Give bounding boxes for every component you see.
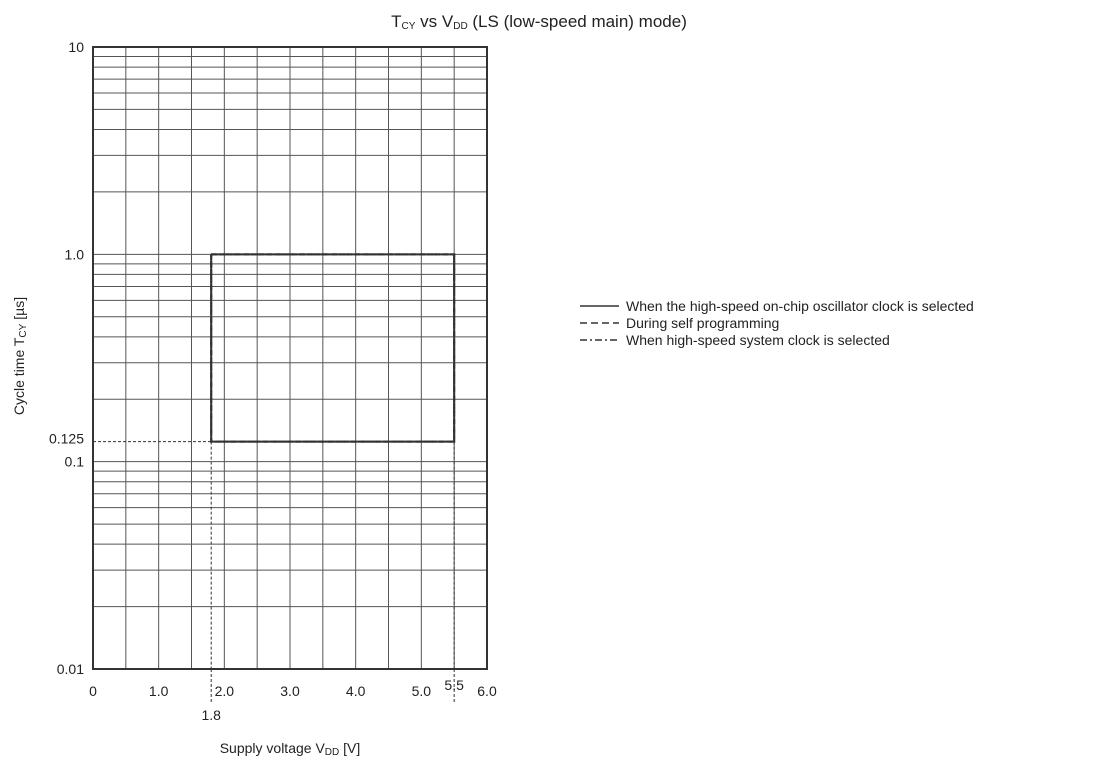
legend: When the high-speed on-chip oscillator c… xyxy=(580,298,974,348)
series-line-1 xyxy=(210,253,456,443)
series-line-2 xyxy=(210,253,456,443)
x-tick-label: 6.0 xyxy=(477,683,497,699)
x-tick-label: 5.0 xyxy=(412,683,432,699)
x-tick-label: 4.0 xyxy=(346,683,366,699)
x-tick-label: 3.0 xyxy=(280,683,300,699)
y-tick-label: 0.1 xyxy=(65,454,85,470)
y-tick-label: 10 xyxy=(68,39,84,55)
y-axis-title: Cycle time TCY [µs] xyxy=(11,297,29,415)
guide-lines xyxy=(93,441,455,702)
x-axis-title: Supply voltage VDD [V] xyxy=(220,740,361,758)
chart-title: TCY vs VDD (LS (low-speed main) mode) xyxy=(391,12,687,32)
x-tick-label: 0 xyxy=(89,683,97,699)
legend-label-3: When high-speed system clock is selected xyxy=(626,332,890,348)
y-tick-label: 0.01 xyxy=(57,661,84,677)
grid xyxy=(93,47,487,670)
tick-labels: 0 1.0 2.0 3.0 4.0 5.0 6.0 1.8 5.5 0.01 0.1 1.0 10 0.1… xyxy=(49,39,497,723)
x-tick-label: 2.0 xyxy=(215,683,235,699)
x-tick-label: 1.0 xyxy=(149,683,169,699)
series-group xyxy=(210,253,456,443)
series-line-3 xyxy=(210,253,456,443)
legend-label-2: During self programming xyxy=(626,315,779,331)
x-extra-tick-label: 5.5 xyxy=(444,677,464,693)
plot-frame xyxy=(92,46,488,670)
y-extra-tick-label: 0.125 xyxy=(49,431,84,447)
legend-label-1: When the high-speed on-chip oscillator c… xyxy=(626,298,974,314)
x-extra-tick-label: 1.8 xyxy=(201,707,221,723)
y-tick-label: 1.0 xyxy=(65,246,85,262)
